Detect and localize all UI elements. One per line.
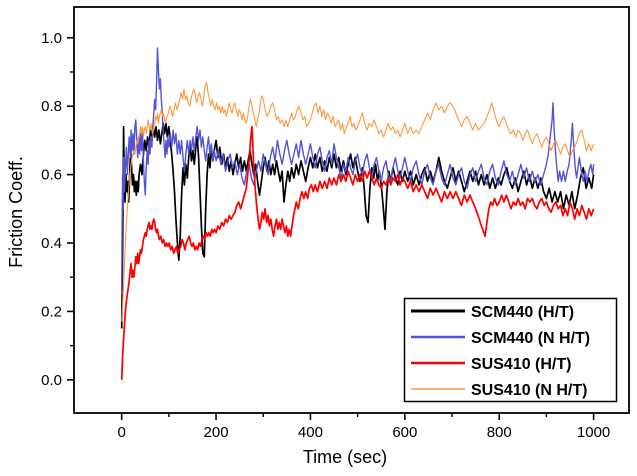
y-tick-label: 0.6 (41, 167, 62, 184)
series-line-scm440-n-h-t- (121, 47, 595, 295)
axis-tick-labels: 0 200 400 600 800 1000 0.0 0.2 0.4 0.6 0.8 1.0 (41, 30, 610, 441)
legend: SCM440 (H/T) SCM440 (N H/T) SUS410 (H/T)… (403, 297, 618, 403)
x-axis-title: Time (sec) (303, 447, 387, 467)
y-axis-title: Friction Coeff. (6, 156, 26, 268)
legend-label: SUS410 (N H/T) (471, 382, 587, 399)
legend-item: SUS410 (H/T) (411, 356, 571, 373)
plot-frame (73, 6, 630, 414)
legend-item: SUS410 (N H/T) (411, 382, 587, 399)
axis-ticks (67, 36, 595, 420)
legend-label: SCM440 (N H/T) (471, 330, 590, 347)
legend-label: SUS410 (H/T) (471, 356, 571, 373)
legend-item: SCM440 (N H/T) (411, 330, 590, 347)
x-tick-label: 0 (117, 424, 125, 441)
series-line-sus410-n-h-t- (121, 81, 595, 322)
x-tick-label: 1000 (577, 424, 610, 441)
legend-label: SCM440 (H/T) (471, 304, 574, 321)
y-tick-label: 0.2 (41, 303, 62, 320)
legend-item: SCM440 (H/T) (411, 304, 574, 321)
x-tick-label: 800 (487, 424, 512, 441)
series-line-sus410-h-t- (120, 125, 595, 380)
x-tick-label: 400 (298, 424, 323, 441)
x-tick-label: 200 (204, 424, 229, 441)
x-tick-label: 600 (392, 424, 417, 441)
y-tick-label: 0.0 (41, 372, 62, 389)
y-tick-label: 0.8 (41, 98, 62, 115)
plot-series (120, 47, 595, 380)
y-tick-label: 1.0 (41, 30, 62, 47)
legend-box (403, 297, 618, 403)
plot-border (73, 6, 630, 414)
y-tick-label: 0.4 (41, 235, 62, 252)
